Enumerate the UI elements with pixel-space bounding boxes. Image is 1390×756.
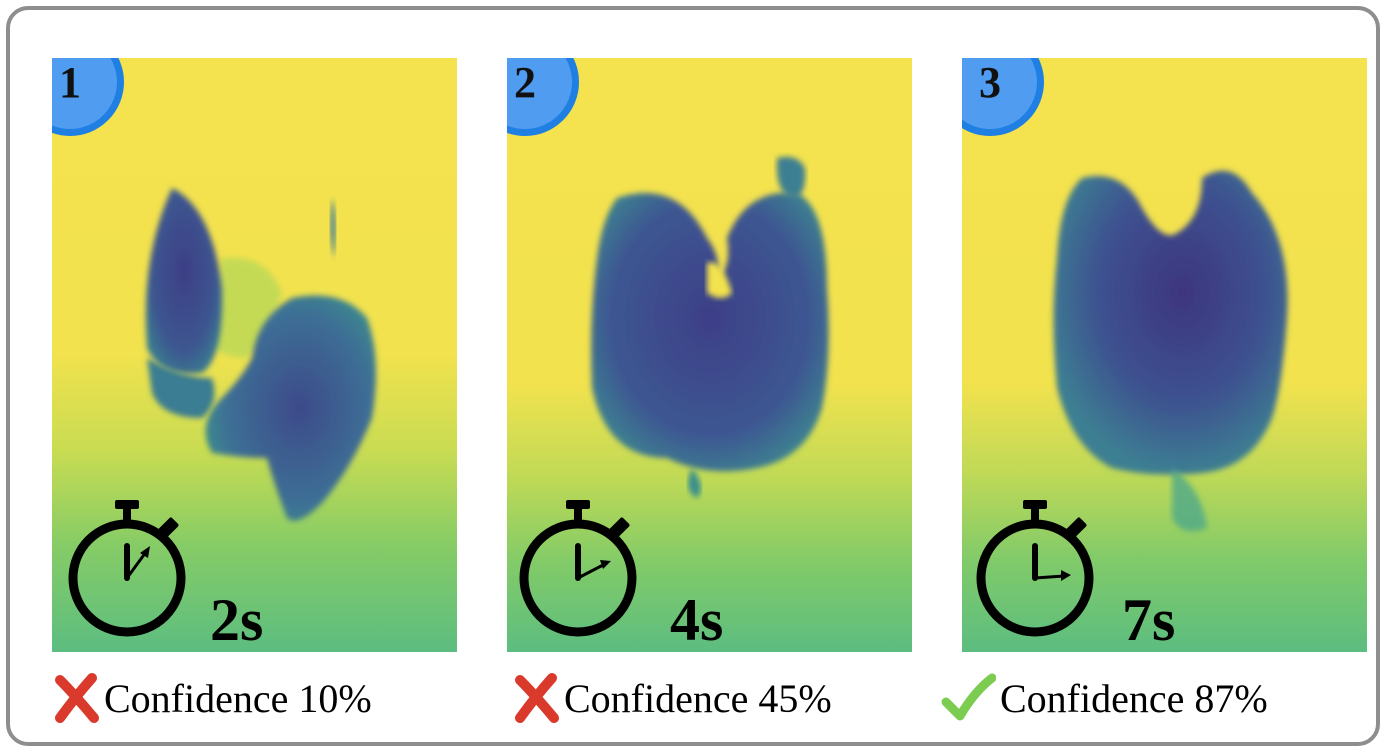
cross-icon	[515, 673, 559, 723]
status-line-2: Confidence 45%	[512, 668, 832, 728]
confidence-label-2: Confidence 45%	[564, 675, 832, 721]
depth-map-1	[52, 58, 457, 652]
depth-map-2	[507, 58, 912, 652]
depth-map-3	[962, 58, 1367, 652]
cross-icon	[55, 673, 99, 723]
elapsed-time-2: 4s	[670, 587, 724, 652]
step-badge-3: 3	[962, 58, 1044, 136]
stopwatch-icon	[976, 500, 1094, 637]
depth-panel-1: 1 2s	[52, 58, 457, 652]
step-number-2: 2	[514, 58, 536, 107]
stopwatch-icon	[68, 500, 186, 637]
step-number-1: 1	[59, 58, 81, 107]
step-number-3: 3	[979, 58, 1001, 107]
elapsed-time-3: 7s	[1122, 587, 1176, 652]
status-line-1: Confidence 10%	[52, 668, 372, 728]
confidence-label-1: Confidence 10%	[104, 675, 372, 721]
confidence-label-3: Confidence 87%	[1000, 675, 1268, 721]
depth-panel-3: 3 7s	[962, 58, 1367, 652]
check-icon	[941, 673, 996, 721]
stopwatch-icon	[519, 500, 637, 637]
depth-panel-2: 2 4s	[507, 58, 912, 652]
status-line-3: Confidence 87%	[940, 668, 1268, 728]
elapsed-time-1: 2s	[210, 587, 264, 652]
